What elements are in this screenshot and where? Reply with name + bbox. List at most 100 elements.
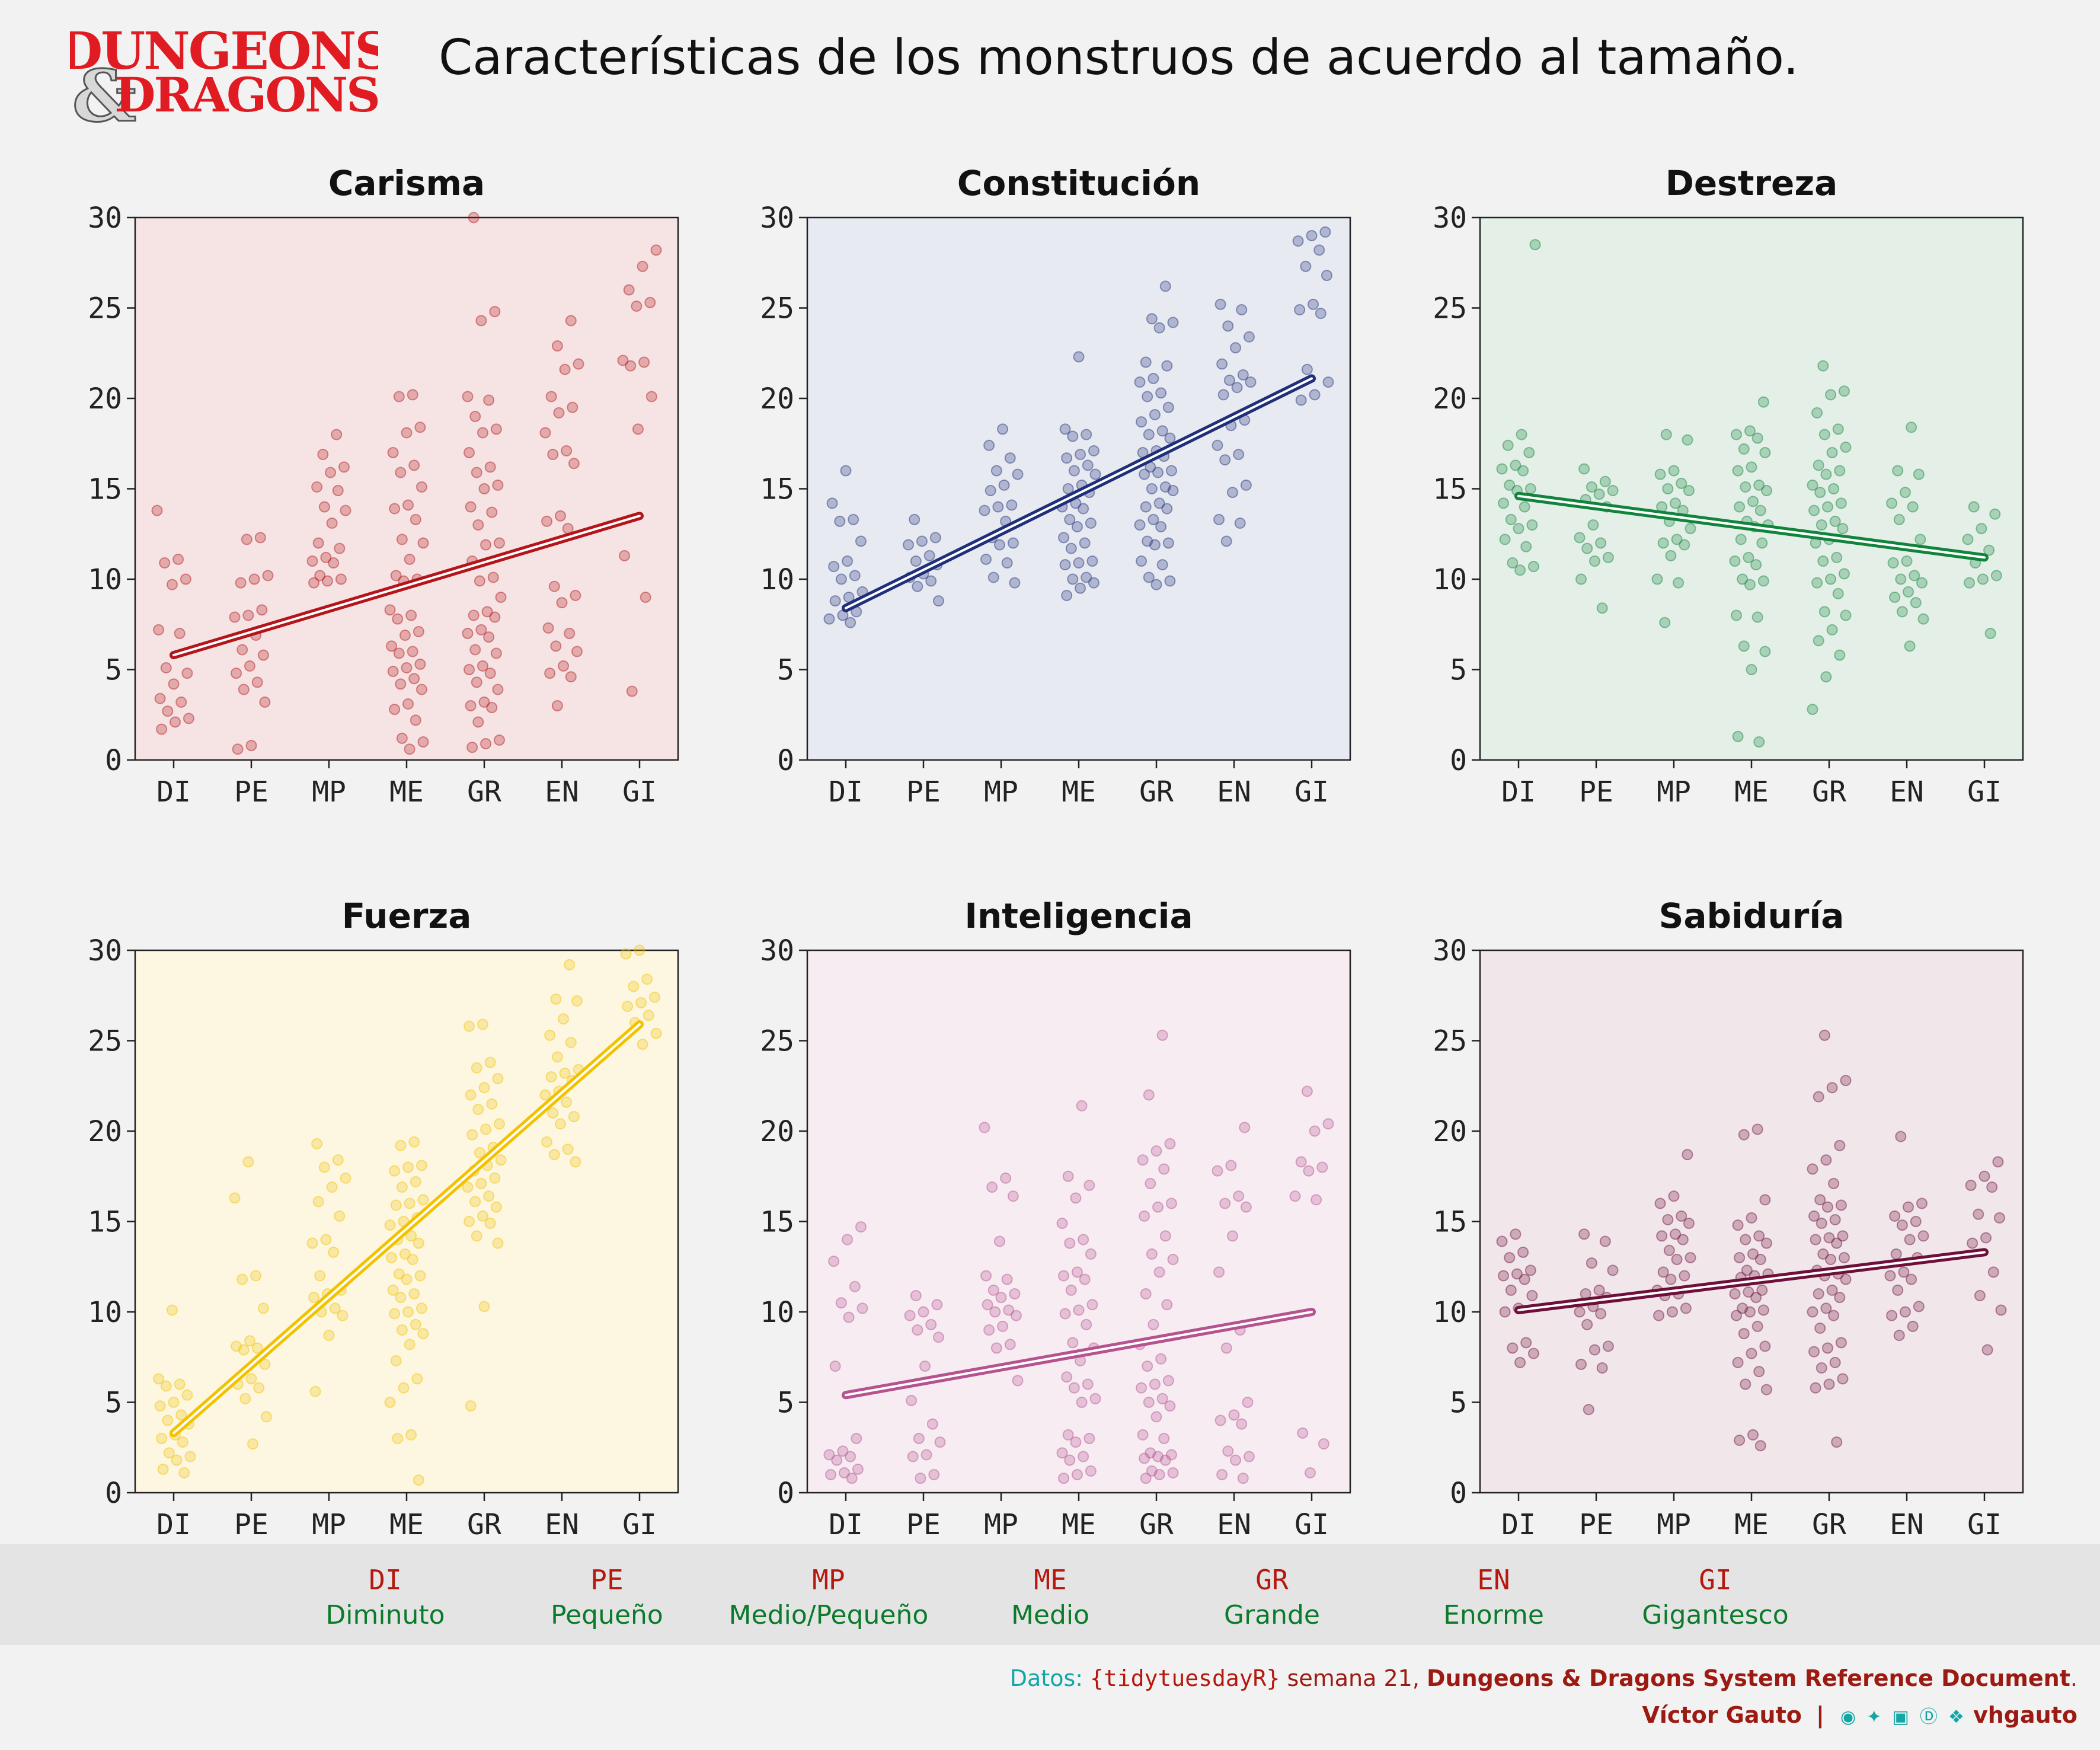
data-point (410, 513, 421, 525)
data-point (1895, 573, 1907, 585)
instagram-icon[interactable]: ▣ (1892, 1707, 1909, 1727)
data-point (1840, 609, 1852, 621)
data-point (539, 427, 551, 439)
data-point (1753, 736, 1765, 748)
data-point (1152, 467, 1164, 478)
data-point (1083, 1433, 1095, 1444)
data-point (465, 501, 477, 513)
data-point (547, 449, 559, 461)
data-point (1167, 1467, 1179, 1478)
data-point (637, 1039, 648, 1050)
y-tick-label: 10 (88, 563, 122, 596)
data-point (926, 1418, 938, 1430)
mastodon-icon[interactable]: Ⓓ (1919, 1707, 1938, 1727)
x-tick-label: ME (1062, 775, 1096, 809)
data-point (1143, 1397, 1155, 1408)
data-point (1981, 1344, 1993, 1356)
data-point (1744, 1306, 1756, 1318)
data-point (1673, 577, 1685, 589)
data-point (1746, 1212, 1757, 1224)
data-point (1575, 573, 1587, 585)
data-point (472, 519, 484, 531)
data-point (1153, 497, 1165, 509)
y-tick-label: 20 (1433, 382, 1467, 416)
data-point (1315, 308, 1327, 320)
y-tick-label: 25 (88, 292, 122, 325)
data-point (1233, 1190, 1245, 1202)
data-point (1756, 537, 1768, 549)
data-point (1884, 1270, 1896, 1282)
data-point (846, 1473, 858, 1484)
data-point (153, 1373, 165, 1385)
y-tick-label: 30 (88, 934, 122, 967)
data-point (1511, 1268, 1523, 1280)
data-point (1731, 1310, 1743, 1321)
y-tick-label: 15 (1433, 1206, 1467, 1239)
data-point (1677, 1234, 1689, 1246)
data-point (492, 479, 504, 491)
data-point (181, 668, 193, 679)
data-point (1068, 1382, 1080, 1394)
legend-code: DI (369, 1564, 402, 1596)
data-point (1818, 429, 1830, 440)
x-tick-label: DI (1501, 775, 1536, 809)
credits-source: Dungeons & Dragons System Reference Docu… (1427, 1665, 2070, 1691)
data-point (1738, 1328, 1750, 1340)
data-point (1217, 389, 1229, 401)
data-point (1075, 582, 1086, 594)
data-point (1754, 1440, 1766, 1452)
data-point (650, 244, 662, 256)
data-point (413, 1474, 424, 1486)
data-point (1517, 465, 1529, 477)
credits-datos-label: Datos: (1009, 1665, 1083, 1691)
data-point (1596, 602, 1608, 614)
twitter-icon[interactable]: ✦ (1866, 1707, 1882, 1727)
bluesky-icon[interactable]: ❖ (1948, 1707, 1964, 1727)
data-point (1505, 513, 1517, 525)
data-point (386, 1252, 398, 1263)
x-tick-label: GR (1139, 1508, 1174, 1541)
y-tick-label: 10 (760, 1296, 794, 1329)
data-point (156, 1433, 168, 1444)
data-point (1212, 1165, 1223, 1177)
data-point (1300, 260, 1312, 272)
data-point (1660, 429, 1672, 440)
data-point (253, 1382, 265, 1394)
data-point (1164, 432, 1176, 444)
data-point (1679, 539, 1690, 551)
data-point (395, 467, 407, 478)
data-point (1082, 1378, 1094, 1390)
data-point (389, 704, 401, 716)
data-point (1738, 443, 1750, 455)
data-point (483, 631, 495, 643)
data-point (1529, 239, 1541, 251)
data-point (151, 504, 163, 516)
data-point (983, 439, 995, 451)
data-point (928, 1469, 940, 1480)
data-point (417, 736, 429, 748)
data-point (1009, 577, 1021, 589)
data-point (979, 1122, 990, 1133)
data-point (410, 1176, 421, 1187)
data-point (1820, 1154, 1832, 1166)
data-point (1152, 1201, 1164, 1213)
data-point (1575, 1358, 1587, 1370)
data-point (1149, 408, 1161, 420)
data-point (471, 676, 482, 688)
data-point (1596, 1362, 1608, 1374)
data-point (1731, 429, 1743, 440)
data-point (925, 575, 937, 587)
data-point (404, 743, 415, 755)
data-point (465, 700, 477, 711)
github-icon[interactable]: ◉ (1840, 1707, 1856, 1727)
data-point (1516, 429, 1527, 440)
data-point (156, 723, 168, 735)
data-point (308, 1292, 320, 1304)
data-point (1001, 557, 1013, 569)
data-point (1746, 1347, 1757, 1359)
x-tick-label: GI (1967, 775, 2002, 809)
data-point (983, 1324, 995, 1336)
y-tick-label: 0 (105, 744, 122, 777)
x-tick-label: DI (156, 775, 191, 809)
data-point (1992, 1156, 2004, 1168)
